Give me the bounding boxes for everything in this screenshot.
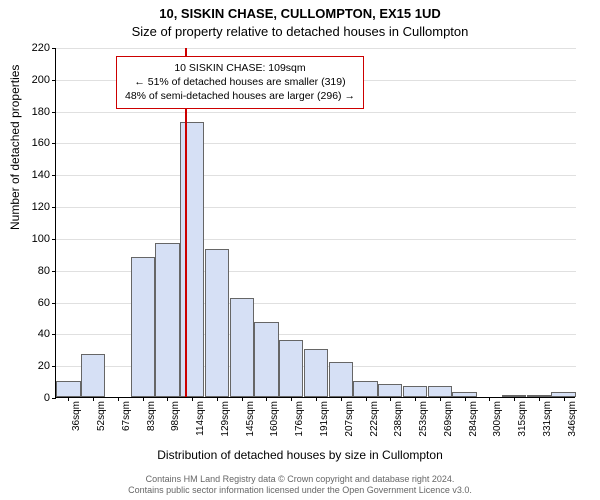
ytick-label: 180 [32,106,50,118]
xtick-label: 284sqm [468,401,479,437]
xtick-label: 145sqm [245,401,256,437]
grid-line [56,239,576,240]
ytick-mark [52,398,56,399]
xtick-mark [291,397,292,401]
xtick-label: 176sqm [294,401,305,437]
ytick-label: 120 [32,201,50,213]
ytick-mark [52,143,56,144]
xtick-mark [167,397,168,401]
xtick-label: 222sqm [369,401,380,437]
xtick-mark [539,397,540,401]
grid-line [56,112,576,113]
xtick-label: 207sqm [344,401,355,437]
histogram-bar [131,257,155,397]
xtick-label: 114sqm [195,401,206,436]
grid-line [56,175,576,176]
ytick-mark [52,207,56,208]
xtick-mark [316,397,317,401]
ytick-mark [52,112,56,113]
xtick-label: 269sqm [443,401,454,437]
histogram-bar [329,362,353,397]
ytick-mark [52,239,56,240]
ytick-label: 220 [32,42,50,54]
chart-title-main: 10, SISKIN CHASE, CULLOMPTON, EX15 1UD [0,6,600,21]
footer-attribution: Contains HM Land Registry data © Crown c… [0,474,600,496]
xtick-mark [366,397,367,401]
histogram-bar [81,354,105,397]
histogram-bar [353,381,377,397]
histogram-bar [304,349,328,397]
histogram-bar [403,386,427,397]
y-axis-label: Number of detached properties [8,65,22,230]
footer-line1: Contains HM Land Registry data © Crown c… [0,474,600,485]
ytick-mark [52,271,56,272]
grid-line [56,207,576,208]
histogram-bar [155,243,179,397]
ytick-label: 40 [38,328,50,340]
xtick-mark [415,397,416,401]
annotation-line1: 10 SISKIN CHASE: 109sqm [125,61,355,75]
xtick-mark [242,397,243,401]
xtick-mark [341,397,342,401]
histogram-bar [428,386,452,397]
histogram-bar [378,384,402,397]
xtick-label: 67sqm [121,401,132,431]
xtick-label: 300sqm [492,401,503,437]
xtick-mark [489,397,490,401]
xtick-mark [514,397,515,401]
ytick-mark [52,175,56,176]
ytick-label: 0 [44,392,50,404]
xtick-label: 83sqm [146,401,157,431]
xtick-mark [390,397,391,401]
ytick-label: 140 [32,169,50,181]
chart-title-sub: Size of property relative to detached ho… [0,24,600,39]
ytick-mark [52,48,56,49]
ytick-label: 160 [32,137,50,149]
xtick-label: 238sqm [393,401,404,437]
histogram-bar [205,249,229,397]
xtick-label: 129sqm [220,401,231,437]
grid-line [56,143,576,144]
ytick-mark [52,366,56,367]
histogram-bar [279,340,303,397]
xtick-label: 315sqm [517,401,528,437]
histogram-bar [180,122,204,397]
xtick-mark [93,397,94,401]
xtick-label: 98sqm [170,401,181,431]
x-axis-label: Distribution of detached houses by size … [0,448,600,462]
xtick-label: 253sqm [418,401,429,437]
histogram-bar [230,298,254,397]
histogram-bar [254,322,278,397]
ytick-mark [52,334,56,335]
xtick-mark [192,397,193,401]
xtick-mark [440,397,441,401]
xtick-mark [465,397,466,401]
annotation-box: 10 SISKIN CHASE: 109sqm ← 51% of detache… [116,56,364,109]
ytick-mark [52,303,56,304]
annotation-line3: 48% of semi-detached houses are larger (… [125,89,355,103]
xtick-label: 331sqm [542,401,553,437]
xtick-mark [118,397,119,401]
xtick-mark [68,397,69,401]
ytick-label: 60 [38,297,50,309]
xtick-label: 160sqm [269,401,280,437]
ytick-label: 200 [32,74,50,86]
xtick-label: 191sqm [319,401,330,437]
xtick-label: 52sqm [96,401,107,431]
xtick-mark [266,397,267,401]
xtick-mark [143,397,144,401]
ytick-label: 80 [38,265,50,277]
ytick-label: 20 [38,360,50,372]
xtick-label: 36sqm [71,401,82,431]
grid-line [56,48,576,49]
ytick-mark [52,80,56,81]
ytick-label: 100 [32,233,50,245]
xtick-label: 346sqm [567,401,578,437]
xtick-mark [564,397,565,401]
annotation-line2: ← 51% of detached houses are smaller (31… [125,75,355,89]
xtick-mark [217,397,218,401]
histogram-bar [56,381,80,397]
footer-line2: Contains public sector information licen… [0,485,600,496]
plot-area: 02040608010012014016018020022036sqm52sqm… [55,48,575,398]
